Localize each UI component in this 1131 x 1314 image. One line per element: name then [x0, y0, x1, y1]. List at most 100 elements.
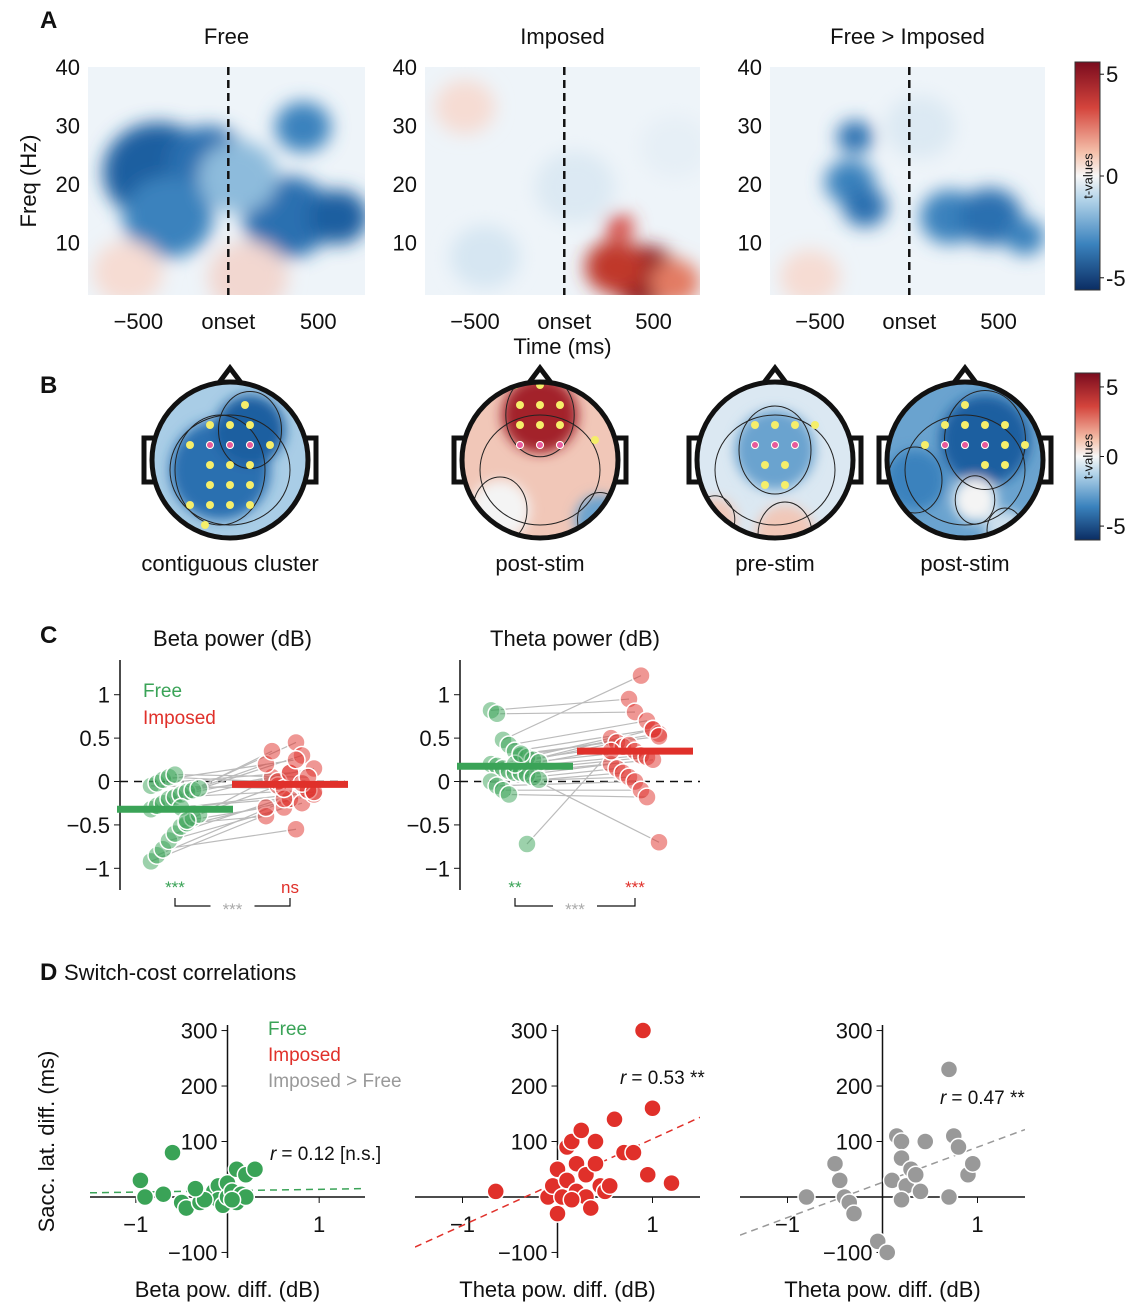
- heatmap: [88, 67, 365, 295]
- point: [562, 1190, 581, 1209]
- heatmap-blob: [885, 95, 955, 159]
- electrode: [981, 461, 989, 469]
- topoplot-caption: post-stim: [495, 551, 584, 576]
- point: [825, 1154, 845, 1173]
- pair-line: [496, 711, 636, 715]
- point: [949, 1137, 968, 1157]
- y-tick-label: 30: [393, 113, 417, 138]
- y-tick-label: −100: [823, 1240, 873, 1265]
- electrode: [226, 421, 234, 429]
- heatmap-blob: [780, 250, 840, 295]
- y-tick-label: 200: [511, 1074, 548, 1099]
- point: [581, 1198, 600, 1218]
- point: [916, 1132, 935, 1151]
- ear: [851, 435, 864, 485]
- electrode-highlight: [771, 441, 779, 449]
- point: [600, 1176, 619, 1196]
- colorbar: [1074, 372, 1101, 541]
- panel-label: C: [40, 622, 57, 649]
- x-axis-label: Theta pow. diff. (dB): [784, 1277, 980, 1302]
- y-tick-label: −100: [498, 1240, 548, 1265]
- ear: [686, 435, 699, 485]
- pair-line: [508, 720, 648, 746]
- point: [245, 1159, 265, 1179]
- x-tick-label: 1: [971, 1212, 983, 1237]
- point: [286, 750, 306, 770]
- electrode: [226, 501, 234, 509]
- heatmap-blob: [198, 141, 278, 213]
- heatmap-title: Imposed: [520, 24, 604, 49]
- legend-entry: Imposed: [143, 708, 216, 729]
- y-tick-label: 20: [393, 172, 417, 197]
- ear: [1041, 435, 1054, 485]
- y-tick-label: 300: [181, 1019, 218, 1044]
- colorbar-tick-label: 0: [1106, 445, 1118, 470]
- point: [154, 1184, 173, 1204]
- x-axis-label: Theta pow. diff. (dB): [459, 1277, 655, 1302]
- point: [637, 787, 657, 807]
- electrode: [246, 421, 254, 429]
- x-tick-label: 500: [635, 309, 672, 334]
- heatmap-blob: [123, 176, 213, 258]
- legend-entry: Free: [143, 681, 182, 702]
- head: [884, 379, 1046, 541]
- y-tick-label: 300: [836, 1019, 873, 1044]
- heatmap-blob: [585, 240, 645, 294]
- point: [572, 1121, 591, 1140]
- point: [262, 741, 282, 761]
- electrode: [761, 481, 769, 489]
- heatmap-title: Free: [204, 24, 249, 49]
- electrode: [811, 421, 819, 429]
- point: [605, 1110, 624, 1129]
- point: [177, 810, 197, 831]
- y-tick-label: 1: [98, 683, 110, 708]
- point: [892, 1132, 911, 1151]
- x-tick-label: −500: [114, 309, 164, 334]
- electrode: [761, 461, 769, 469]
- legend-entry: Imposed > Free: [268, 1071, 402, 1092]
- y-tick-label: 1: [438, 683, 450, 708]
- heatmap-blob: [843, 187, 887, 227]
- electrode: [516, 401, 524, 409]
- point: [163, 1143, 182, 1162]
- ear: [306, 435, 319, 485]
- point: [165, 764, 185, 785]
- y-tick-label: 200: [836, 1074, 873, 1099]
- contour: [738, 405, 812, 495]
- heatmap: [425, 67, 700, 295]
- electrode: [246, 481, 254, 489]
- x-tick-label: onset: [537, 309, 591, 334]
- point: [830, 1171, 849, 1190]
- chart-title: Theta power (dB): [490, 626, 660, 651]
- electrode: [516, 421, 524, 429]
- contour: [697, 495, 736, 538]
- y-tick-label: −0.5: [67, 813, 110, 838]
- electrode-highlight: [536, 441, 544, 449]
- heatmap-blob: [640, 115, 700, 179]
- electrode-highlight: [556, 441, 564, 449]
- contour: [944, 390, 1026, 490]
- x-tick-label: −500: [450, 309, 500, 334]
- point: [649, 726, 669, 747]
- nose: [951, 363, 979, 386]
- head: [694, 379, 856, 541]
- colorbar-label: t-values: [1081, 433, 1096, 479]
- y-tick-label: 40: [738, 55, 762, 80]
- electrode: [266, 441, 274, 449]
- legend-entry: Free: [268, 1019, 307, 1040]
- electrode: [781, 481, 789, 489]
- contour: [505, 382, 575, 458]
- y-tick-label: 10: [393, 230, 417, 255]
- topomap: [152, 382, 308, 538]
- annotation-text: = 0.47 **: [951, 1088, 1025, 1109]
- heatmap-blob: [93, 240, 163, 295]
- point: [586, 1154, 605, 1173]
- y-tick-label: 20: [56, 172, 80, 197]
- heatmap-blobs: [435, 80, 700, 295]
- point: [499, 784, 519, 805]
- heatmap-blobs: [780, 95, 1045, 295]
- electrode-highlight: [246, 441, 254, 449]
- x-axis-label: Beta pow. diff. (dB): [135, 1277, 320, 1302]
- point: [517, 834, 537, 854]
